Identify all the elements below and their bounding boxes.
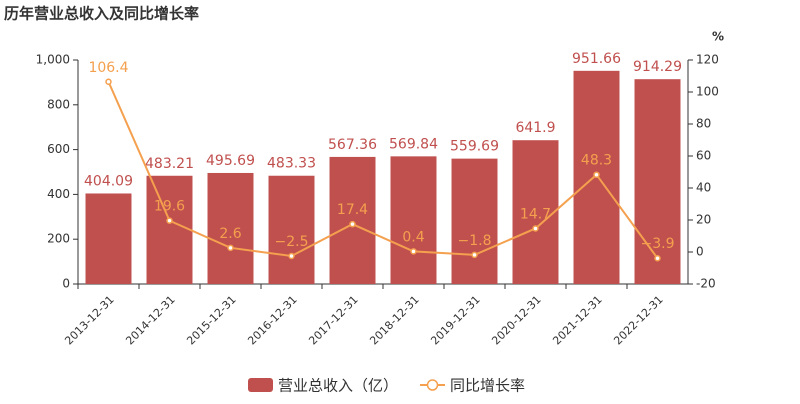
bar [451, 158, 498, 284]
x-tick-label: 2021-12-31 [550, 293, 604, 347]
y-tick-label: 600 [47, 142, 70, 156]
x-tick-label: 2019-12-31 [428, 293, 482, 347]
line-value-label: 2.6 [219, 226, 241, 242]
bar-value-label: 567.36 [328, 137, 377, 153]
line-value-label: 0.4 [402, 229, 424, 245]
bar-value-label: 483.21 [145, 156, 194, 172]
bar-value-label: 641.9 [515, 120, 555, 136]
bar-value-label: 483.33 [267, 156, 316, 172]
line-point [105, 78, 112, 86]
line-point [654, 254, 661, 262]
y-tick-label: 200 [47, 232, 70, 246]
y2-tick-label: 120 [696, 53, 719, 67]
y2-tick-label: 80 [696, 117, 711, 131]
line-value-label: 106.4 [88, 60, 128, 76]
bar [207, 172, 254, 284]
x-tick-label: 2016-12-31 [245, 293, 299, 347]
line-value-label: 48.3 [581, 153, 612, 169]
line-value-label: 14.7 [520, 206, 551, 222]
y2-axis-title: % [712, 30, 724, 44]
bar [146, 175, 193, 284]
bar [85, 193, 132, 284]
line-value-label: 17.4 [337, 202, 368, 218]
line-value-label: −1.8 [458, 233, 492, 249]
line-value-label: −3.9 [641, 236, 675, 252]
bar [268, 175, 315, 284]
bar [512, 140, 559, 284]
line-point [410, 248, 417, 255]
line-value-label: −2.5 [275, 234, 309, 250]
line-point [532, 225, 539, 232]
y2-tick-label: 0 [696, 245, 704, 259]
y-tick-label: 0 [62, 277, 70, 291]
y2-tick-label: 60 [696, 149, 711, 163]
x-tick-label: 2014-12-31 [123, 293, 177, 347]
y-tick-label: 800 [47, 97, 70, 111]
line-point [288, 252, 295, 260]
y-tick-label: 400 [47, 187, 70, 201]
line-point [349, 220, 356, 228]
bar [634, 79, 681, 285]
y2-tick-label: 100 [696, 85, 719, 99]
x-tick-label: 2022-12-31 [611, 293, 665, 347]
bar-value-label: 559.69 [450, 139, 499, 155]
legend-label: 营业总收入（亿） [278, 377, 398, 395]
x-tick-label: 2020-12-31 [489, 293, 543, 347]
bar-value-label: 569.84 [389, 136, 438, 152]
legend-swatch [248, 378, 273, 392]
chart-title: 历年营业总收入及同比增长率 [4, 5, 199, 23]
bar [329, 156, 376, 284]
x-tick-label: 2017-12-31 [306, 293, 360, 347]
y2-tick-label: 40 [696, 181, 711, 195]
line-value-label: 19.6 [154, 199, 185, 215]
bar-value-label: 404.09 [84, 173, 133, 189]
line-point [471, 251, 478, 259]
line-point [593, 171, 600, 178]
x-tick-label: 2013-12-31 [62, 293, 116, 347]
line-point [166, 217, 173, 224]
bar [390, 156, 437, 284]
x-tick-label: 2015-12-31 [184, 293, 238, 347]
legend-label: 同比增长率 [450, 377, 525, 395]
legend-swatch [426, 379, 439, 391]
line [107, 81, 659, 259]
line-point [227, 244, 234, 252]
y-tick-label: 1,000 [36, 53, 70, 67]
bar-value-label: 951.66 [572, 51, 621, 67]
x-tick-label: 2018-12-31 [367, 293, 421, 347]
bar-value-label: 495.69 [206, 153, 255, 169]
y2-tick-label: -20 [696, 277, 716, 291]
bar-value-label: 914.29 [633, 59, 682, 75]
y2-tick-label: 20 [696, 213, 711, 227]
